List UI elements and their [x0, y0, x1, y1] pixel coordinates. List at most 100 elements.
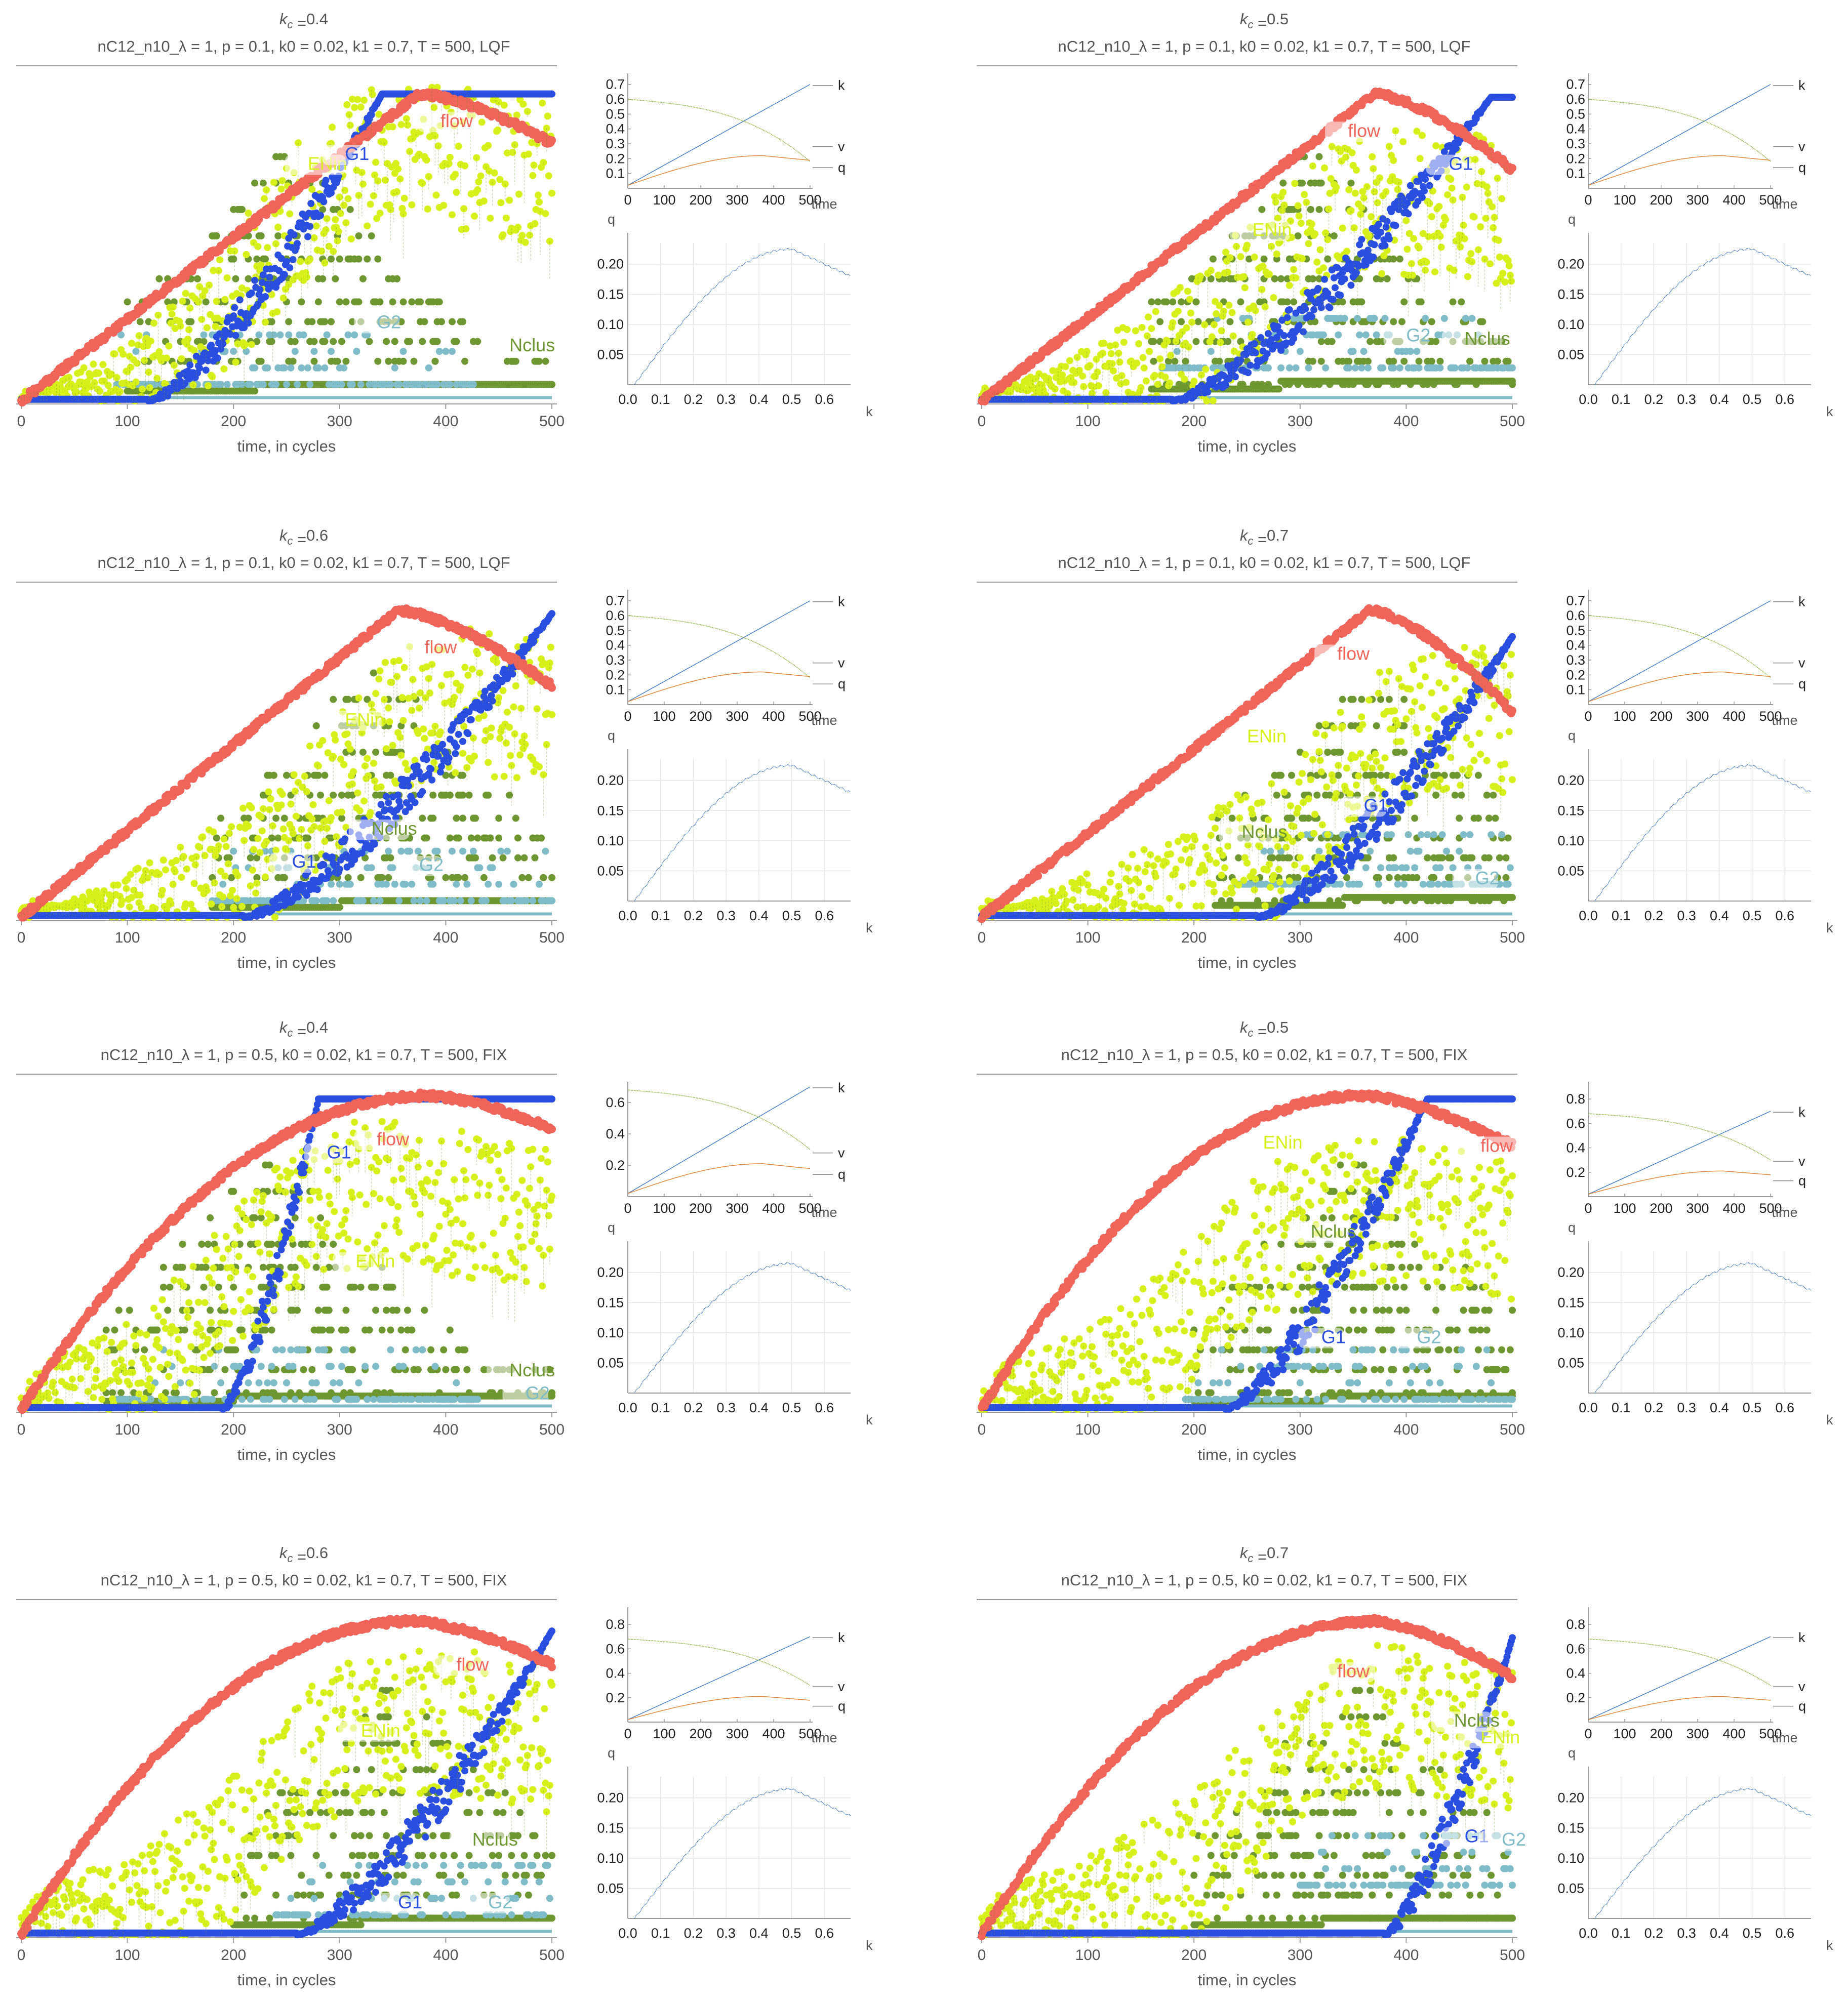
fd-x-label: 0.0 — [618, 392, 637, 407]
side-time-y-label: 0.4 — [606, 121, 625, 137]
g1-point — [1377, 229, 1384, 236]
enin-point — [1094, 369, 1101, 376]
x-tick-label: 400 — [433, 413, 458, 430]
nclus-point — [345, 874, 352, 881]
panel-title: kc =0.6 — [279, 526, 328, 548]
side-time-x-title: time — [1772, 196, 1797, 212]
nclus-point — [1148, 298, 1155, 305]
nclus-point — [461, 358, 468, 365]
nclus-point — [376, 298, 383, 305]
nclus-point — [310, 358, 317, 365]
g1-point — [1244, 369, 1252, 376]
nclus-point — [374, 358, 381, 365]
k-series-line — [628, 85, 810, 185]
g1-point — [283, 258, 290, 265]
side-time-y-label: 0.7 — [1566, 77, 1585, 92]
nclus-point — [194, 275, 201, 282]
side-time-x-title: time — [811, 196, 837, 212]
enin-point — [1410, 235, 1417, 242]
enin-point — [1266, 271, 1273, 278]
enin-point — [351, 104, 358, 111]
g2-point — [270, 332, 277, 339]
enin-point — [1177, 284, 1184, 291]
nclus-point — [1150, 358, 1157, 365]
fd-y-label: 0.20 — [1557, 257, 1584, 272]
side-time-y-label: 0.4 — [1566, 121, 1585, 137]
enin-point — [1175, 308, 1182, 315]
nclus-point — [315, 772, 322, 779]
enin-point — [1339, 225, 1346, 232]
g1-point — [1386, 235, 1393, 242]
side-time-x-label: 400 — [1722, 192, 1745, 208]
g2-point — [1335, 332, 1342, 339]
side-time-y-label: 0.3 — [606, 136, 625, 151]
g2-point — [349, 381, 356, 388]
enin-point — [1447, 176, 1454, 183]
nclus-point — [330, 696, 337, 703]
enin-point — [165, 343, 172, 350]
g2-point — [1345, 364, 1352, 372]
g2-point — [287, 364, 294, 372]
g2-point — [247, 381, 254, 388]
x-tick-label: 300 — [1288, 413, 1313, 430]
enin-point — [449, 211, 456, 218]
enin-point — [1321, 165, 1328, 172]
enin-point — [1471, 214, 1478, 221]
g2-point — [1396, 364, 1403, 372]
g2-point — [1364, 364, 1372, 372]
enin-point — [1432, 142, 1439, 149]
enin-point — [90, 360, 97, 367]
nclus-point — [355, 232, 363, 239]
enin-point — [81, 364, 88, 372]
enin-point — [1213, 310, 1220, 317]
enin-point — [401, 195, 408, 202]
enin-point — [1409, 272, 1416, 279]
nclus-point — [1318, 358, 1325, 365]
nclus-point — [1458, 298, 1465, 305]
nclus-point — [1331, 232, 1338, 239]
enin-point — [452, 171, 459, 178]
g1-point — [291, 231, 298, 238]
enin-point — [1508, 277, 1515, 284]
nclus-point — [1345, 358, 1352, 365]
panel-subtitle: nC12_n10_λ = 1, p = 0.1, k0 = 0.02, k1 =… — [98, 37, 510, 55]
g2-point — [1422, 315, 1429, 322]
side-time-x-label: 0 — [624, 192, 631, 208]
nclus-point — [137, 318, 144, 325]
enin-point — [1477, 223, 1484, 230]
enin-point — [232, 358, 239, 365]
g2-point — [1373, 332, 1380, 339]
enin-point — [397, 121, 405, 128]
x-tick-label: 200 — [1181, 413, 1207, 430]
fd-y-label: 0.15 — [597, 287, 624, 302]
enin-point — [506, 197, 513, 204]
g1-point — [1421, 187, 1428, 194]
g2-point — [324, 332, 331, 339]
fd-x-label: 0.4 — [1710, 392, 1729, 407]
g2-point — [357, 381, 365, 388]
panel-title: kc =0.4 — [279, 10, 328, 32]
g1-point — [1358, 236, 1365, 243]
side-time-y-label: 0.6 — [1566, 92, 1585, 107]
enin-point — [424, 206, 431, 213]
fd-y-label: 0.10 — [597, 317, 624, 332]
enin-point — [1215, 272, 1222, 279]
x-tick-label: 300 — [327, 413, 352, 430]
enin-point — [146, 384, 153, 391]
annotation-flow: flow — [1348, 120, 1381, 141]
side-time-x-label: 100 — [1613, 192, 1636, 208]
enin-point — [1210, 397, 1217, 404]
enin-point — [500, 231, 507, 238]
enin-point — [286, 210, 293, 217]
side-time-plot: 0.10.20.30.40.50.60.70 100 200 300 400 500tim… — [1566, 73, 1806, 212]
nclus-point — [1367, 338, 1374, 345]
fd-y-title: q — [608, 212, 615, 227]
g2-point — [1362, 332, 1370, 339]
enin-point — [404, 121, 411, 129]
enin-point — [1301, 191, 1308, 198]
enin-point — [297, 258, 304, 265]
enin-point — [150, 319, 157, 326]
nclus-point — [1295, 232, 1302, 239]
